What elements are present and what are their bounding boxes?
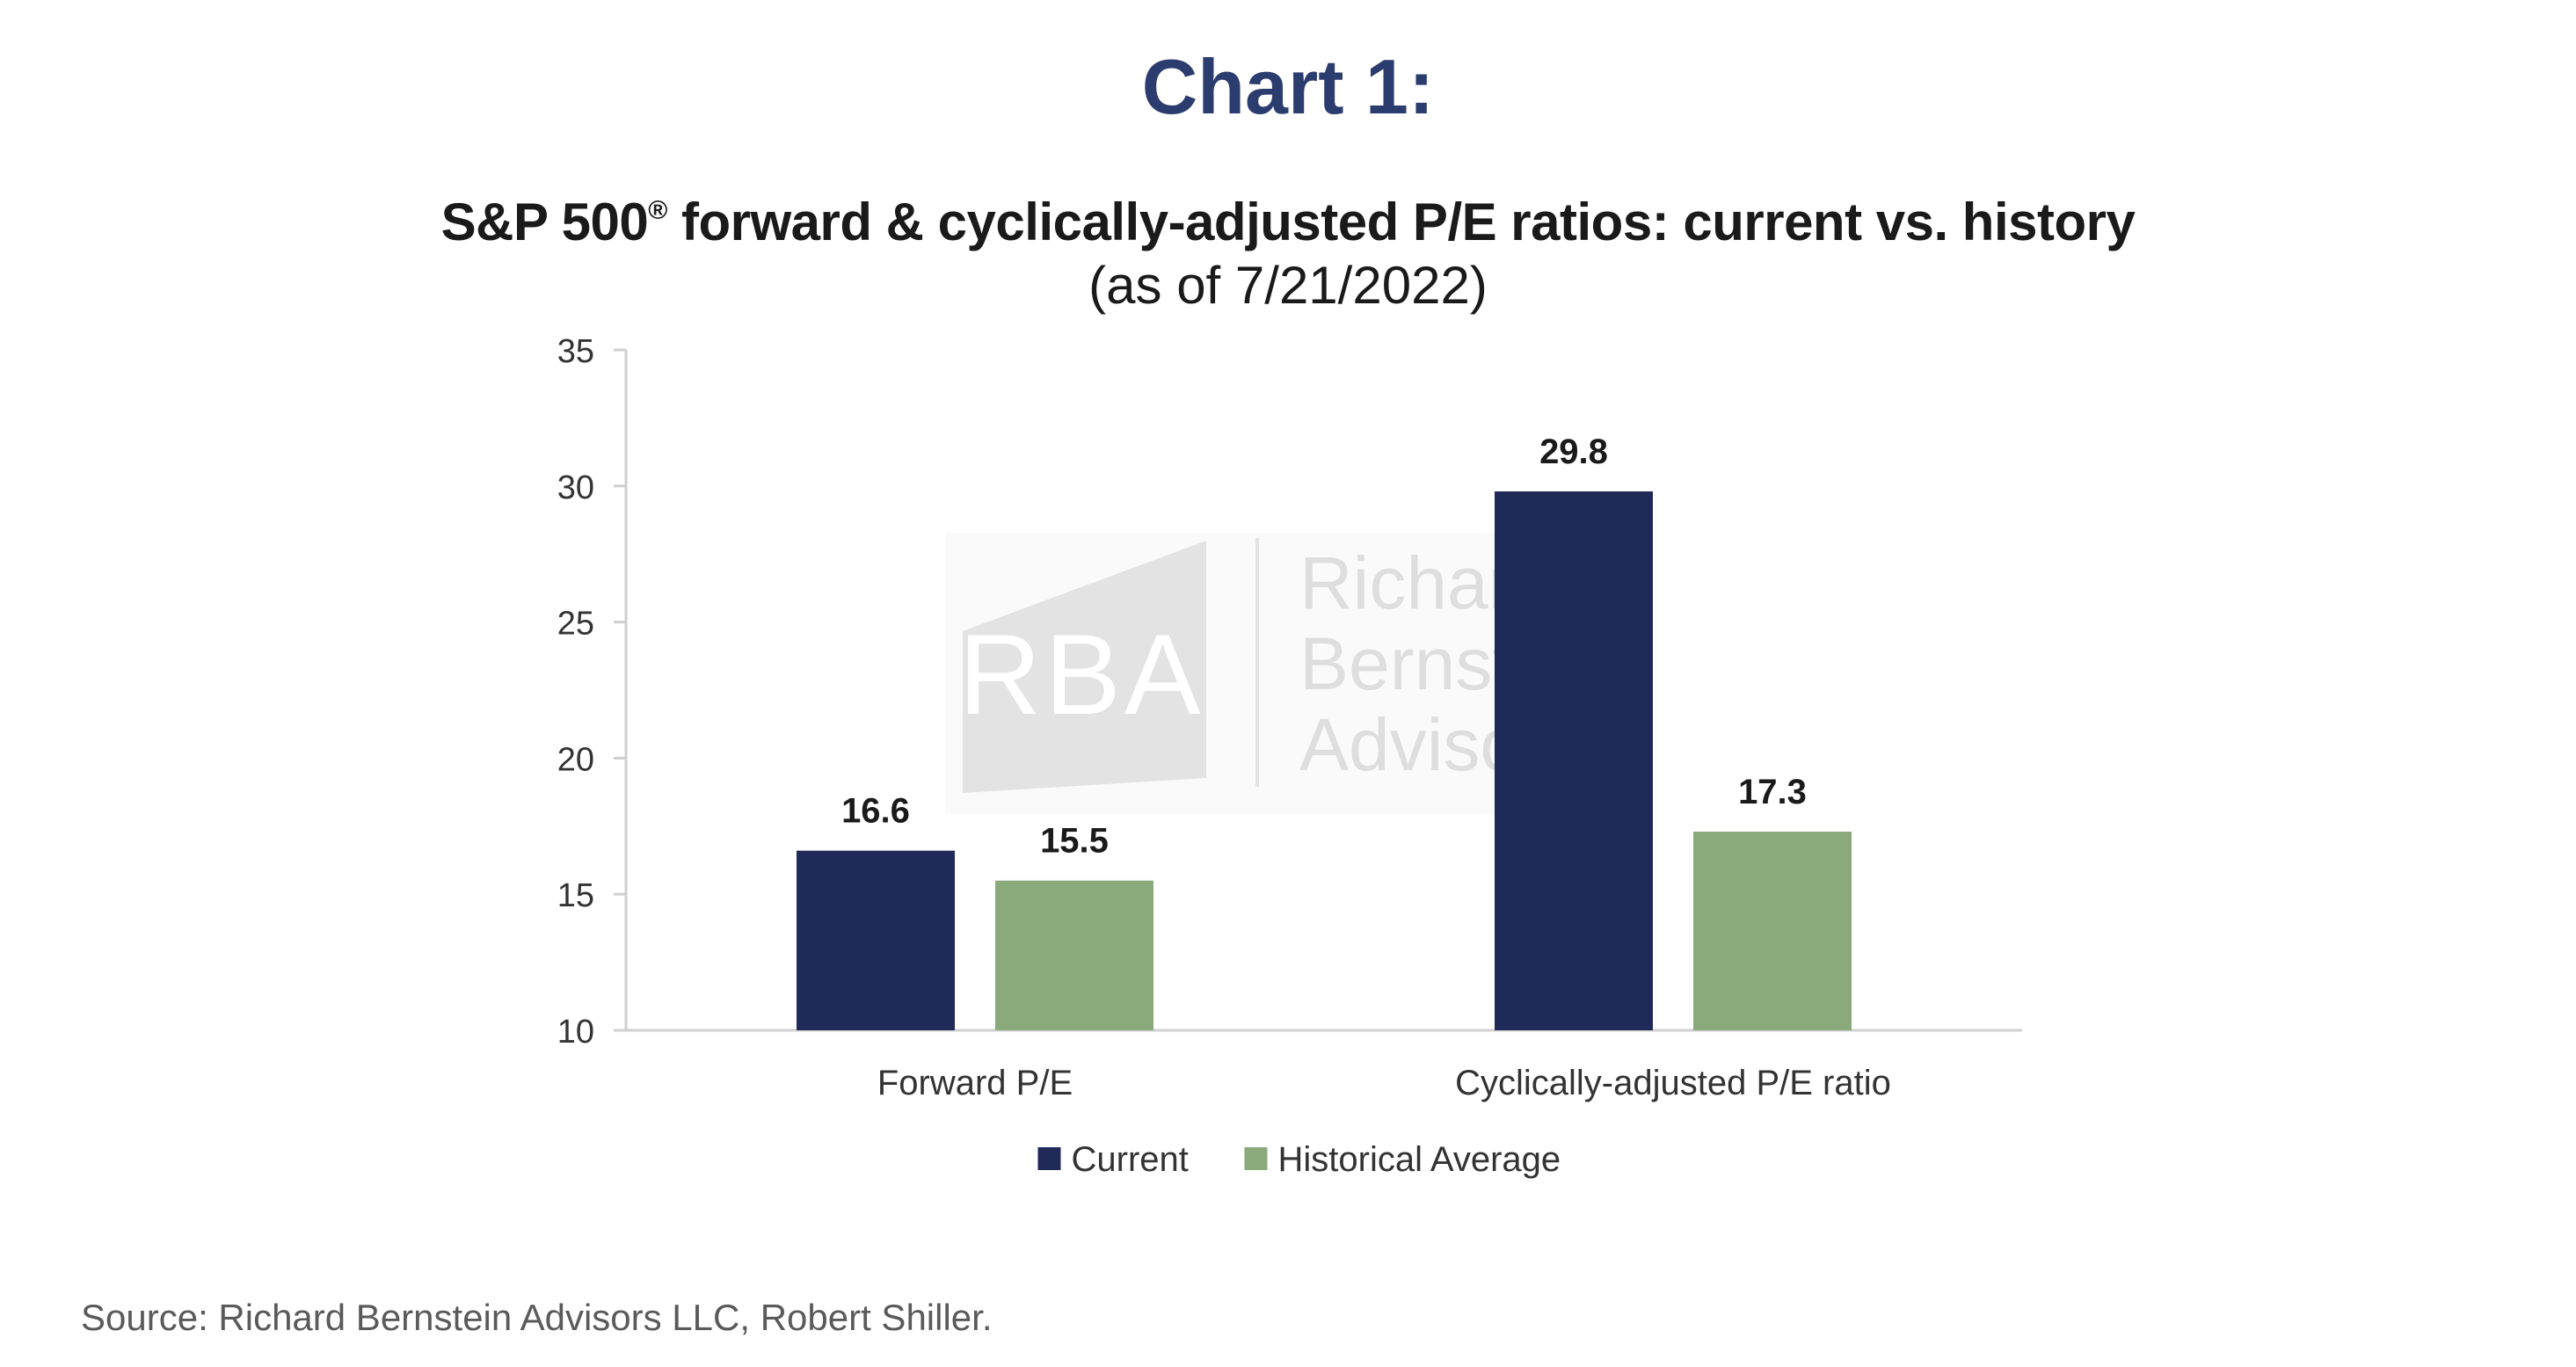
legend-label: Current	[1072, 1140, 1189, 1179]
legend-swatch	[1037, 1147, 1061, 1170]
source-note: Source: Richard Bernstein Advisors LLC, …	[81, 1297, 993, 1338]
watermark-emblem	[963, 541, 1206, 793]
data-label: 29.8	[1539, 433, 1608, 471]
x-category-label: Forward P/E	[877, 1064, 1073, 1102]
watermark-backdrop	[945, 533, 1508, 814]
x-category-label: Cyclically-adjusted P/E ratio	[1455, 1064, 1891, 1102]
data-label: 16.6	[841, 792, 910, 831]
labels: 16.6 15.5 Forward P/E 29.8 17.3 Cyclically-ad…	[841, 433, 1891, 1102]
bar	[1693, 831, 1852, 1030]
chart-subtitle: (as of 7/21/2022)	[1088, 256, 1488, 315]
legend: Current Historical Average	[1037, 1140, 1561, 1179]
bar	[995, 880, 1153, 1030]
y-tick-label: 10	[557, 1014, 594, 1051]
data-label: 15.5	[1040, 822, 1109, 861]
legend-label: Historical Average	[1278, 1140, 1561, 1179]
data-label: 17.3	[1738, 773, 1807, 811]
registered-mark: ®	[648, 196, 667, 225]
y-tick-label: 35	[557, 333, 594, 370]
chart-title-main: S&P 500	[440, 193, 649, 251]
chart-title: S&P 500® forward & cyclically-adjusted P…	[0, 192, 2576, 252]
bar	[1495, 491, 1653, 1030]
y-tick-label: 30	[557, 469, 594, 506]
y-tick-label: 20	[557, 741, 594, 778]
bars	[797, 491, 1852, 1030]
legend-swatch	[1244, 1147, 1268, 1170]
watermark-logo-text: RBA	[958, 610, 1204, 738]
chart-title-rest: forward & cyclically-adjusted P/E ratios…	[666, 193, 2136, 251]
chart-heading: Chart 1:	[1141, 43, 1435, 130]
y-tick-label: 25	[557, 606, 594, 643]
bar	[797, 850, 955, 1030]
y-tick-label: 15	[557, 877, 594, 914]
